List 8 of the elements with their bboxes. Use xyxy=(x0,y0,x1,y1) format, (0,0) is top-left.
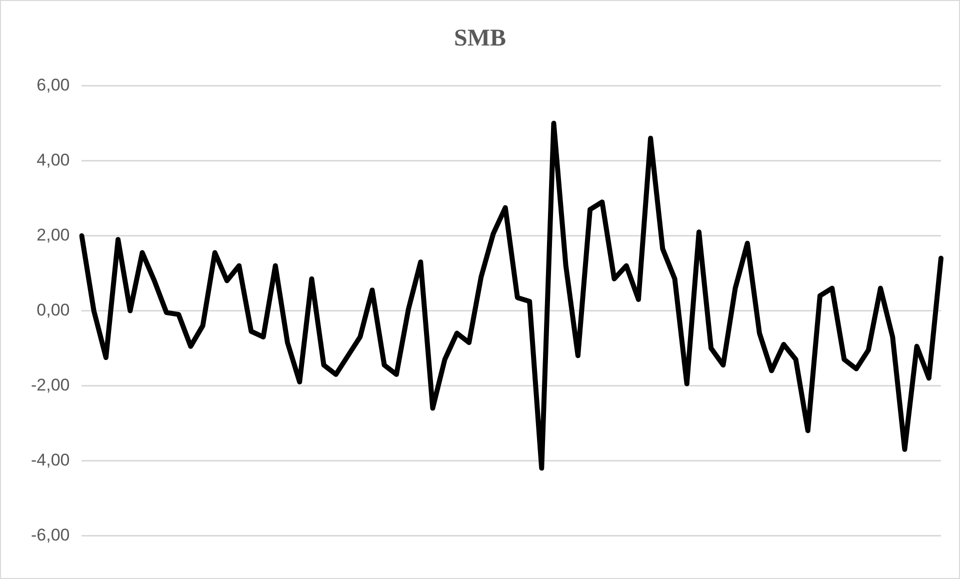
y-tick-label: -2,00 xyxy=(31,375,70,394)
y-tick-label: 6,00 xyxy=(36,75,70,94)
y-tick-label: 4,00 xyxy=(36,150,70,170)
y-tick-label: 2,00 xyxy=(36,225,70,244)
chart-title: SMB xyxy=(454,26,506,52)
y-tick-label: 0,00 xyxy=(36,300,70,320)
y-tick-label: -6,00 xyxy=(31,525,70,544)
y-tick-label: -4,00 xyxy=(31,450,70,470)
